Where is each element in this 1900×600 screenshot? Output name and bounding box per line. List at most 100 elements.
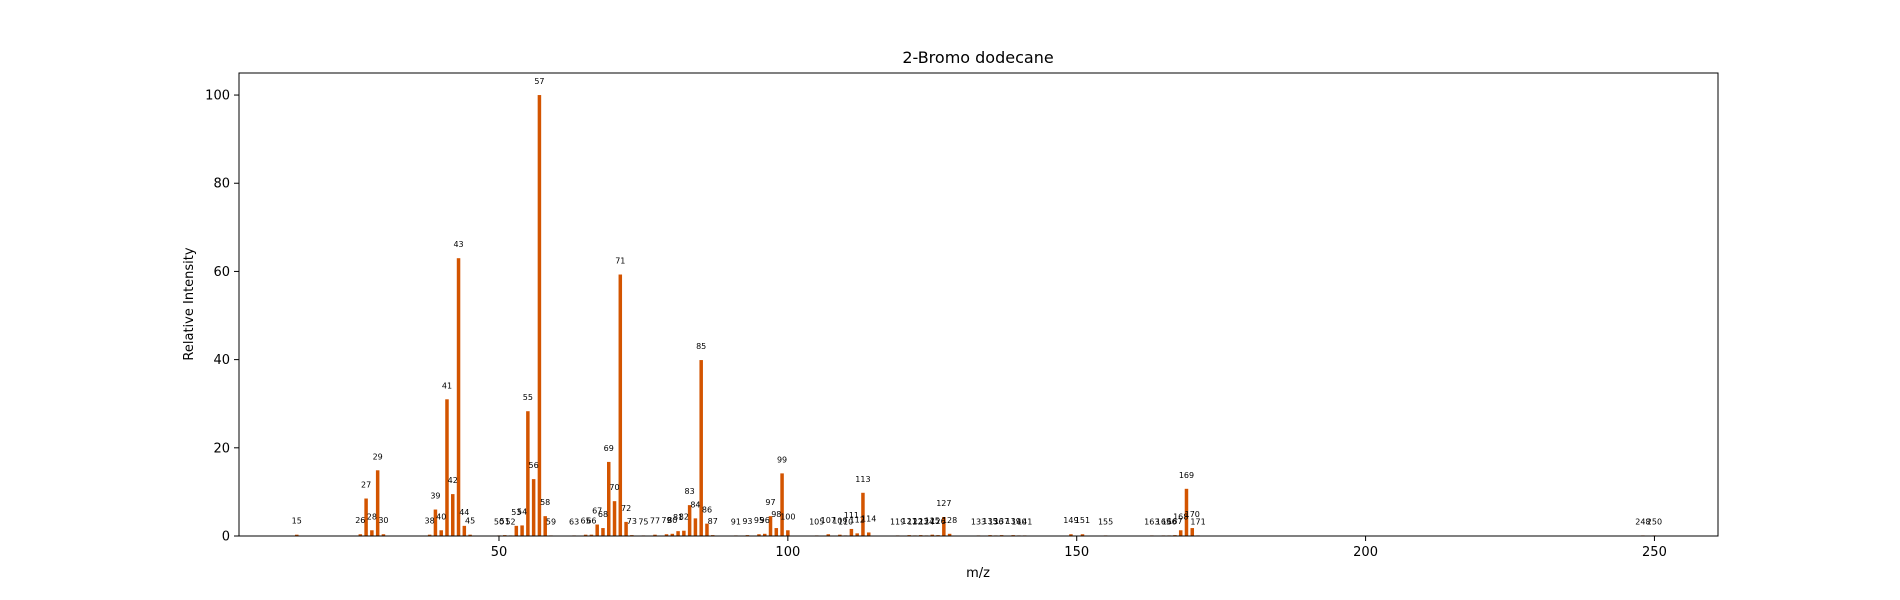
peak-bar-127 — [942, 517, 946, 536]
peak-bar-86 — [705, 523, 709, 536]
peak-label-72: 72 — [621, 504, 631, 513]
peak-bar-30 — [381, 534, 386, 536]
peak-bar-70 — [612, 501, 617, 536]
peak-label-141: 141 — [1017, 517, 1032, 526]
peak-label-75: 75 — [638, 517, 648, 526]
peak-label-97: 97 — [765, 498, 775, 507]
peak-label-136: 136 — [988, 517, 1003, 526]
peak-bar-100 — [786, 530, 790, 536]
peak-label-71: 71 — [615, 257, 625, 266]
peak-label-39: 39 — [430, 492, 440, 501]
peak-bar-58 — [543, 516, 547, 536]
peak-label-81: 81 — [673, 513, 683, 522]
peak-bar-83 — [687, 505, 692, 536]
peak-bar-67 — [595, 524, 599, 536]
peak-label-139: 139 — [1006, 517, 1021, 526]
peak-bar-81 — [676, 531, 680, 536]
peak-label-123: 123 — [913, 517, 928, 526]
peak-bar-68 — [601, 528, 605, 536]
y-tick-label: 60 — [213, 265, 230, 280]
peak-bar-27 — [364, 498, 368, 536]
peak-bar-53 — [514, 525, 519, 536]
peak-label-30: 30 — [378, 516, 388, 525]
peak-label-84: 84 — [690, 500, 700, 509]
peak-label-51: 51 — [500, 517, 510, 526]
x-axis-label: m/z — [966, 566, 990, 581]
peak-label-40: 40 — [436, 512, 446, 521]
peak-bar-28 — [370, 530, 374, 536]
peak-bar-125 — [930, 534, 935, 536]
peak-label-53: 53 — [511, 508, 521, 517]
x-tick-label: 100 — [775, 545, 800, 560]
plot-frame — [238, 72, 1719, 537]
peak-label-85: 85 — [696, 342, 706, 351]
peak-bar-69 — [607, 461, 611, 536]
peak-bar-128 — [947, 533, 952, 536]
peak-bar-15 — [295, 534, 299, 536]
peak-label-127: 127 — [936, 499, 951, 508]
peak-bar-71 — [618, 274, 623, 536]
peak-bar-29 — [375, 470, 380, 536]
y-tick-label: 20 — [213, 441, 230, 456]
peak-label-41: 41 — [442, 381, 452, 390]
peak-bar-45 — [468, 534, 472, 536]
peak-label-42: 42 — [448, 476, 458, 485]
peak-label-43: 43 — [453, 240, 463, 249]
peak-label-44: 44 — [459, 508, 469, 517]
peak-label-59: 59 — [546, 517, 556, 526]
peak-label-100: 100 — [780, 512, 795, 521]
x-tick-label: 150 — [1064, 545, 1089, 560]
peak-bar-84 — [693, 518, 698, 536]
peak-bar-41 — [445, 399, 449, 536]
peak-bar-54 — [520, 525, 524, 536]
x-tick-label: 250 — [1642, 545, 1667, 560]
peak-label-98: 98 — [771, 510, 781, 519]
peak-label-80: 80 — [667, 516, 677, 525]
peak-label-135: 135 — [982, 517, 997, 526]
chart-title: 2-Bromo dodecane — [902, 48, 1053, 67]
peak-label-149: 149 — [1063, 516, 1078, 525]
peak-label-128: 128 — [942, 516, 957, 525]
peak-label-137: 137 — [994, 517, 1009, 526]
peak-label-125: 125 — [925, 517, 940, 526]
peak-bar-112 — [855, 533, 859, 536]
peak-bar-39 — [433, 509, 438, 536]
peak-bar-170 — [1190, 528, 1195, 536]
peak-label-111: 111 — [844, 511, 859, 520]
peak-label-77: 77 — [650, 517, 660, 526]
peak-label-250: 250 — [1647, 517, 1662, 526]
peak-label-66: 66 — [586, 517, 596, 526]
peak-label-170: 170 — [1185, 510, 1200, 519]
peak-label-28: 28 — [367, 512, 377, 521]
peak-label-248: 248 — [1635, 517, 1650, 526]
peak-label-83: 83 — [685, 487, 695, 496]
y-tick-label: 0 — [222, 530, 230, 545]
peak-label-107: 107 — [821, 516, 836, 525]
peak-label-95: 95 — [754, 516, 764, 525]
peak-label-163: 163 — [1144, 517, 1159, 526]
peak-label-155: 155 — [1098, 517, 1113, 526]
peak-label-167: 167 — [1167, 517, 1182, 526]
peak-bar-169 — [1184, 488, 1189, 536]
peak-label-121: 121 — [902, 517, 917, 526]
peak-label-68: 68 — [598, 510, 608, 519]
peak-bar-57 — [537, 95, 542, 537]
peak-label-38: 38 — [425, 517, 435, 526]
peak-label-29: 29 — [373, 452, 383, 461]
x-axis: 50 100 150 200 250 — [491, 536, 1667, 560]
bars-group — [295, 95, 1657, 537]
peak-label-87: 87 — [708, 517, 718, 526]
peak-label-54: 54 — [517, 507, 527, 516]
peak-label-126: 126 — [930, 517, 945, 526]
peak-label-99: 99 — [777, 455, 787, 464]
peak-label-55: 55 — [523, 393, 533, 402]
peak-bar-149 — [1069, 534, 1073, 536]
peak-bar-114 — [866, 532, 871, 536]
peak-label-86: 86 — [702, 506, 712, 515]
peak-bar-109 — [838, 534, 842, 536]
peak-label-166: 166 — [1162, 517, 1177, 526]
peak-bar-38 — [427, 534, 432, 536]
